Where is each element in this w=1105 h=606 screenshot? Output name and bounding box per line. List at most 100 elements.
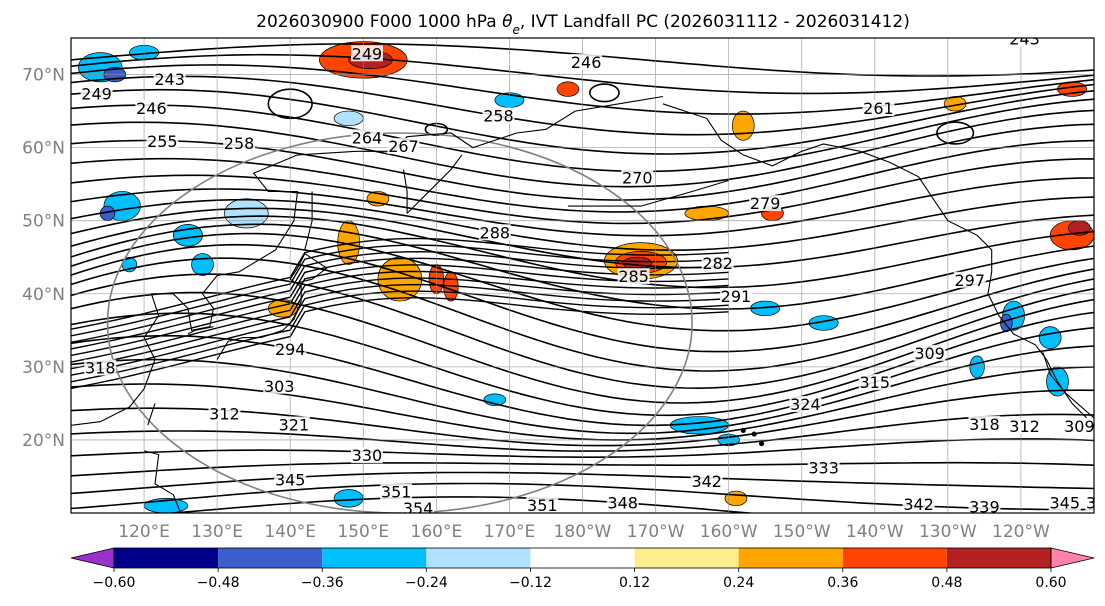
contour-label: 345 [1049, 494, 1080, 513]
colorbar-swatch [322, 548, 427, 568]
contour-label-bg [913, 344, 946, 361]
contour-label-bg [1048, 494, 1081, 511]
figure-title: 2026030900 F000 1000 hPa θe, IVT Landfal… [256, 12, 910, 37]
contour-label-bg [482, 107, 515, 124]
colorbar-tick-label: 0.48 [931, 575, 962, 591]
contour-label-bg [570, 54, 603, 71]
colorbar-tick-label: −0.48 [197, 575, 240, 591]
contour-label-bg [153, 70, 186, 87]
lon-label: 170°E [484, 522, 536, 542]
contour-label: 342 [903, 495, 934, 514]
lon-label: 120°E [118, 522, 170, 542]
shading-patch [556, 81, 580, 97]
map-area: 249 246 243 249 246 243 255 258 264 267 258 261 270 2… [71, 30, 1105, 518]
map-gridlines [71, 38, 1094, 513]
contour-label: 315 [860, 373, 891, 392]
colorbar-tick-label: 0.12 [619, 575, 650, 591]
theta-e-contour [589, 83, 620, 103]
contour-label-bg [380, 483, 413, 500]
lat-label: 30°N [22, 358, 65, 378]
contour-label-bg [478, 224, 511, 241]
coastline [304, 191, 313, 251]
theta-e-contour [71, 290, 729, 383]
contour-label-bg [749, 195, 782, 212]
contour-label-bg [223, 135, 256, 152]
contour-label-bg [135, 100, 168, 117]
theta-e-contour [71, 257, 729, 350]
theta-e-contour [71, 264, 729, 357]
contour-label-bg [617, 268, 650, 285]
contour-label-bg [902, 496, 935, 513]
contour-label: 243 [154, 70, 185, 89]
contour-label-bg [208, 405, 241, 422]
contour-label: 303 [264, 377, 295, 396]
contour-label: 288 [480, 223, 511, 242]
contour-label: 258 [224, 134, 255, 153]
region-outline [106, 132, 693, 513]
colorbar-tick-label: −0.12 [509, 575, 552, 591]
contour-label-bg [1008, 38, 1041, 47]
contour-label: 351 [527, 496, 558, 515]
lon-label: 160°E [411, 522, 463, 542]
contour-label-bg [277, 416, 310, 433]
contour-label-bg [526, 496, 559, 513]
contour-label-bg [350, 45, 383, 62]
contour-label-bg [387, 138, 420, 155]
contour-label-bg [1085, 494, 1094, 511]
lon-label: 140°W [846, 522, 904, 542]
contour-label: 333 [808, 459, 839, 478]
contour-label: 318 [85, 359, 116, 378]
contour-label-bg [690, 472, 723, 489]
contour-label: 339 [969, 497, 1000, 516]
contour-label: 243 [1009, 30, 1040, 49]
lon-label: 170°W [627, 522, 685, 542]
coastline [216, 252, 328, 360]
contour-label-bg [350, 129, 383, 146]
contour-label-bg [84, 359, 117, 376]
theta-e-contour [71, 270, 729, 363]
colorbar-tick-label: 0.36 [827, 575, 858, 591]
colorbar-outline [113, 547, 1052, 569]
contour-label-bg [402, 499, 435, 513]
contour-label-bg [968, 498, 1001, 513]
contour-label: 249 [352, 44, 383, 63]
colorbar-tick-label: −0.24 [405, 575, 448, 591]
contour-label: 267 [388, 137, 419, 156]
lat-label: 50°N [22, 212, 65, 232]
colorbar-swatch [842, 548, 947, 568]
colorbar-tick-label: −0.36 [301, 575, 344, 591]
contour-label-bg [80, 85, 113, 102]
contour-label: 279 [750, 194, 781, 213]
contour-label: 348 [1086, 494, 1105, 513]
contour-label: 318 [969, 415, 1000, 434]
island [740, 427, 746, 433]
colorbar-swatch [530, 548, 635, 568]
contour-label: 291 [721, 287, 752, 306]
contour-label-bg [862, 100, 895, 117]
contour-label-bg [1008, 417, 1041, 434]
coastline [147, 403, 156, 426]
coastline [187, 326, 214, 335]
lon-label: 180°W [554, 522, 612, 542]
coastline [143, 450, 182, 513]
contour-label: 354 [403, 499, 434, 518]
contour-label: 282 [702, 254, 733, 273]
contour-label: 351 [381, 483, 412, 502]
contour-label: 294 [275, 340, 306, 359]
coastline [71, 95, 663, 426]
contour-label-bg [621, 169, 654, 186]
coastlines [71, 95, 1094, 513]
lat-label: 60°N [22, 139, 65, 159]
contour-label-bg [606, 494, 639, 511]
coastline [402, 169, 408, 214]
contour-label-bg [858, 374, 891, 391]
contour-label: 258 [483, 106, 514, 125]
contour-label-bg [789, 396, 822, 413]
coastline [662, 103, 1088, 419]
map-frame [70, 37, 1095, 514]
contour-label: 246 [571, 53, 602, 72]
contour-label-bg [701, 255, 734, 271]
lon-label: 140°E [264, 522, 316, 542]
theta-e-contour [71, 283, 729, 376]
lon-label: 130°E [191, 522, 243, 542]
